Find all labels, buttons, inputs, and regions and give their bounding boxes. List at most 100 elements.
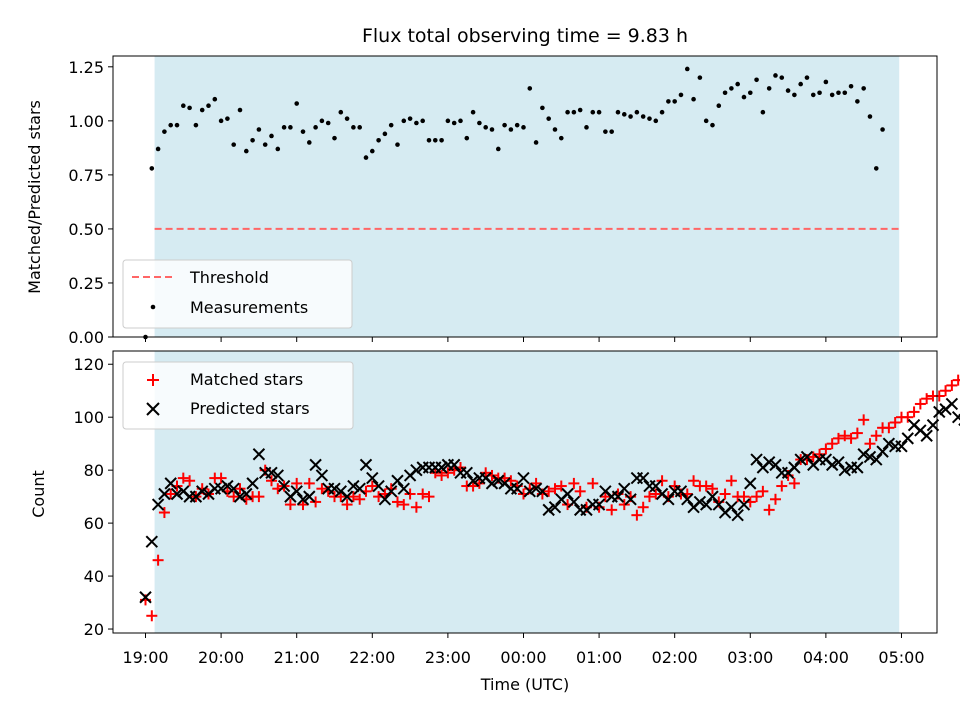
- measurement-point: [684, 66, 690, 72]
- measurement-point: [603, 129, 608, 134]
- measurements-legend-swatch: [150, 304, 156, 310]
- threshold-legend-label: Threshold: [189, 268, 269, 287]
- x-tick-label: 00:00: [500, 648, 546, 667]
- predicted-star-point: [618, 482, 631, 495]
- measurement-point: [376, 138, 381, 143]
- matched-star-point: [908, 406, 920, 418]
- predicted-star-point: [800, 450, 814, 464]
- matched-star-point: [637, 501, 649, 513]
- predicted-star-point: [649, 479, 662, 493]
- predicted-star-point: [851, 461, 864, 474]
- measurement-point: [855, 99, 860, 104]
- matched-star-point: [706, 483, 718, 495]
- measurement-point: [470, 109, 476, 115]
- matched-star-point: [725, 475, 737, 487]
- predicted-star-point: [901, 432, 914, 445]
- y-tick-label: 120: [73, 355, 104, 374]
- predicted-star-point: [151, 498, 165, 511]
- measurement-point: [735, 81, 740, 87]
- measurement-point: [571, 109, 577, 115]
- predicted-star-point: [384, 485, 398, 498]
- measurements-legend-label: Measurements: [190, 298, 308, 317]
- matched-star-point: [391, 496, 403, 508]
- measurement-point: [306, 140, 312, 145]
- measurement-point: [414, 120, 419, 126]
- measurement-point: [237, 107, 243, 113]
- matched-star-point: [820, 443, 832, 455]
- matched-star-point: [606, 504, 618, 516]
- measurement-point: [149, 166, 155, 171]
- matched-star-point: [933, 390, 945, 402]
- predicted-star-point: [170, 487, 184, 501]
- measurement-points: [143, 66, 885, 340]
- bottom-axes-frame: [112, 350, 938, 634]
- measurement-point: [483, 125, 488, 130]
- measurement-point: [281, 125, 287, 130]
- predicted-star-point: [265, 466, 278, 480]
- predicted-stars-points: [139, 397, 960, 604]
- measurement-point: [666, 99, 671, 104]
- predicted-star-point: [674, 485, 688, 498]
- predicted-star-point: [712, 498, 725, 511]
- predicted-legend-swatch: [146, 402, 160, 416]
- predicted-star-point: [277, 479, 291, 493]
- bottom-y-axis-label: Count: [29, 470, 48, 518]
- y-tick-label: 0.75: [68, 166, 104, 185]
- measurement-point: [338, 109, 344, 115]
- measurement-point: [792, 92, 797, 98]
- measurement-point: [779, 75, 785, 80]
- matched-star-point: [889, 416, 901, 428]
- measurement-point: [760, 109, 766, 115]
- measurement-point: [319, 118, 325, 124]
- matched-star-point: [763, 504, 775, 516]
- measurement-point: [218, 118, 224, 124]
- matched-star-point: [870, 430, 882, 442]
- measurement-point: [288, 125, 293, 130]
- measurement-point: [445, 118, 451, 124]
- measurement-point: [181, 103, 186, 109]
- measurement-point: [634, 109, 640, 115]
- measurement-point: [552, 127, 558, 132]
- y-tick-label: 0.00: [68, 328, 104, 347]
- measurement-point: [451, 120, 457, 126]
- predicted-star-point: [920, 429, 933, 442]
- matched-star-point: [417, 488, 429, 500]
- measurement-point: [798, 81, 803, 87]
- matched-star-point: [253, 491, 265, 503]
- matched-star-point: [404, 488, 416, 500]
- measurement-point: [741, 94, 747, 100]
- measurement-point: [231, 142, 237, 147]
- predicted-star-point: [466, 474, 480, 487]
- predicted-star-point: [895, 440, 908, 453]
- x-axis-label: Time (UTC): [480, 675, 569, 694]
- y-tick-label: 80: [84, 461, 104, 480]
- bottom-legend-box: [122, 361, 354, 430]
- measurement-point: [388, 122, 394, 128]
- predicted-star-point: [315, 469, 329, 482]
- measurement-point: [458, 118, 463, 124]
- predicted-star-point: [391, 474, 404, 487]
- predicted-star-point: [933, 405, 946, 419]
- matched-star-point: [845, 432, 857, 444]
- measurement-point: [691, 96, 696, 102]
- matched-star-point: [158, 507, 170, 519]
- measurement-point: [407, 116, 413, 121]
- measurement-point: [773, 73, 778, 78]
- measurement-point: [533, 140, 539, 145]
- matched-star-point: [297, 499, 309, 511]
- matched-star-point: [839, 430, 851, 442]
- measurement-point: [262, 142, 268, 147]
- measurement-point: [250, 138, 255, 143]
- measurement-point: [546, 116, 551, 121]
- measurement-point: [729, 86, 734, 91]
- measurement-point: [477, 120, 482, 126]
- predicted-star-point: [233, 490, 247, 503]
- x-tick-label: 23:00: [425, 648, 471, 667]
- measurement-point: [193, 122, 199, 128]
- predicted-star-point: [410, 463, 423, 477]
- measurement-point: [836, 90, 841, 96]
- predicted-star-point: [523, 485, 536, 498]
- y-tick-label: 0.50: [68, 220, 104, 239]
- measurement-point: [615, 109, 621, 115]
- measurement-point: [206, 103, 211, 109]
